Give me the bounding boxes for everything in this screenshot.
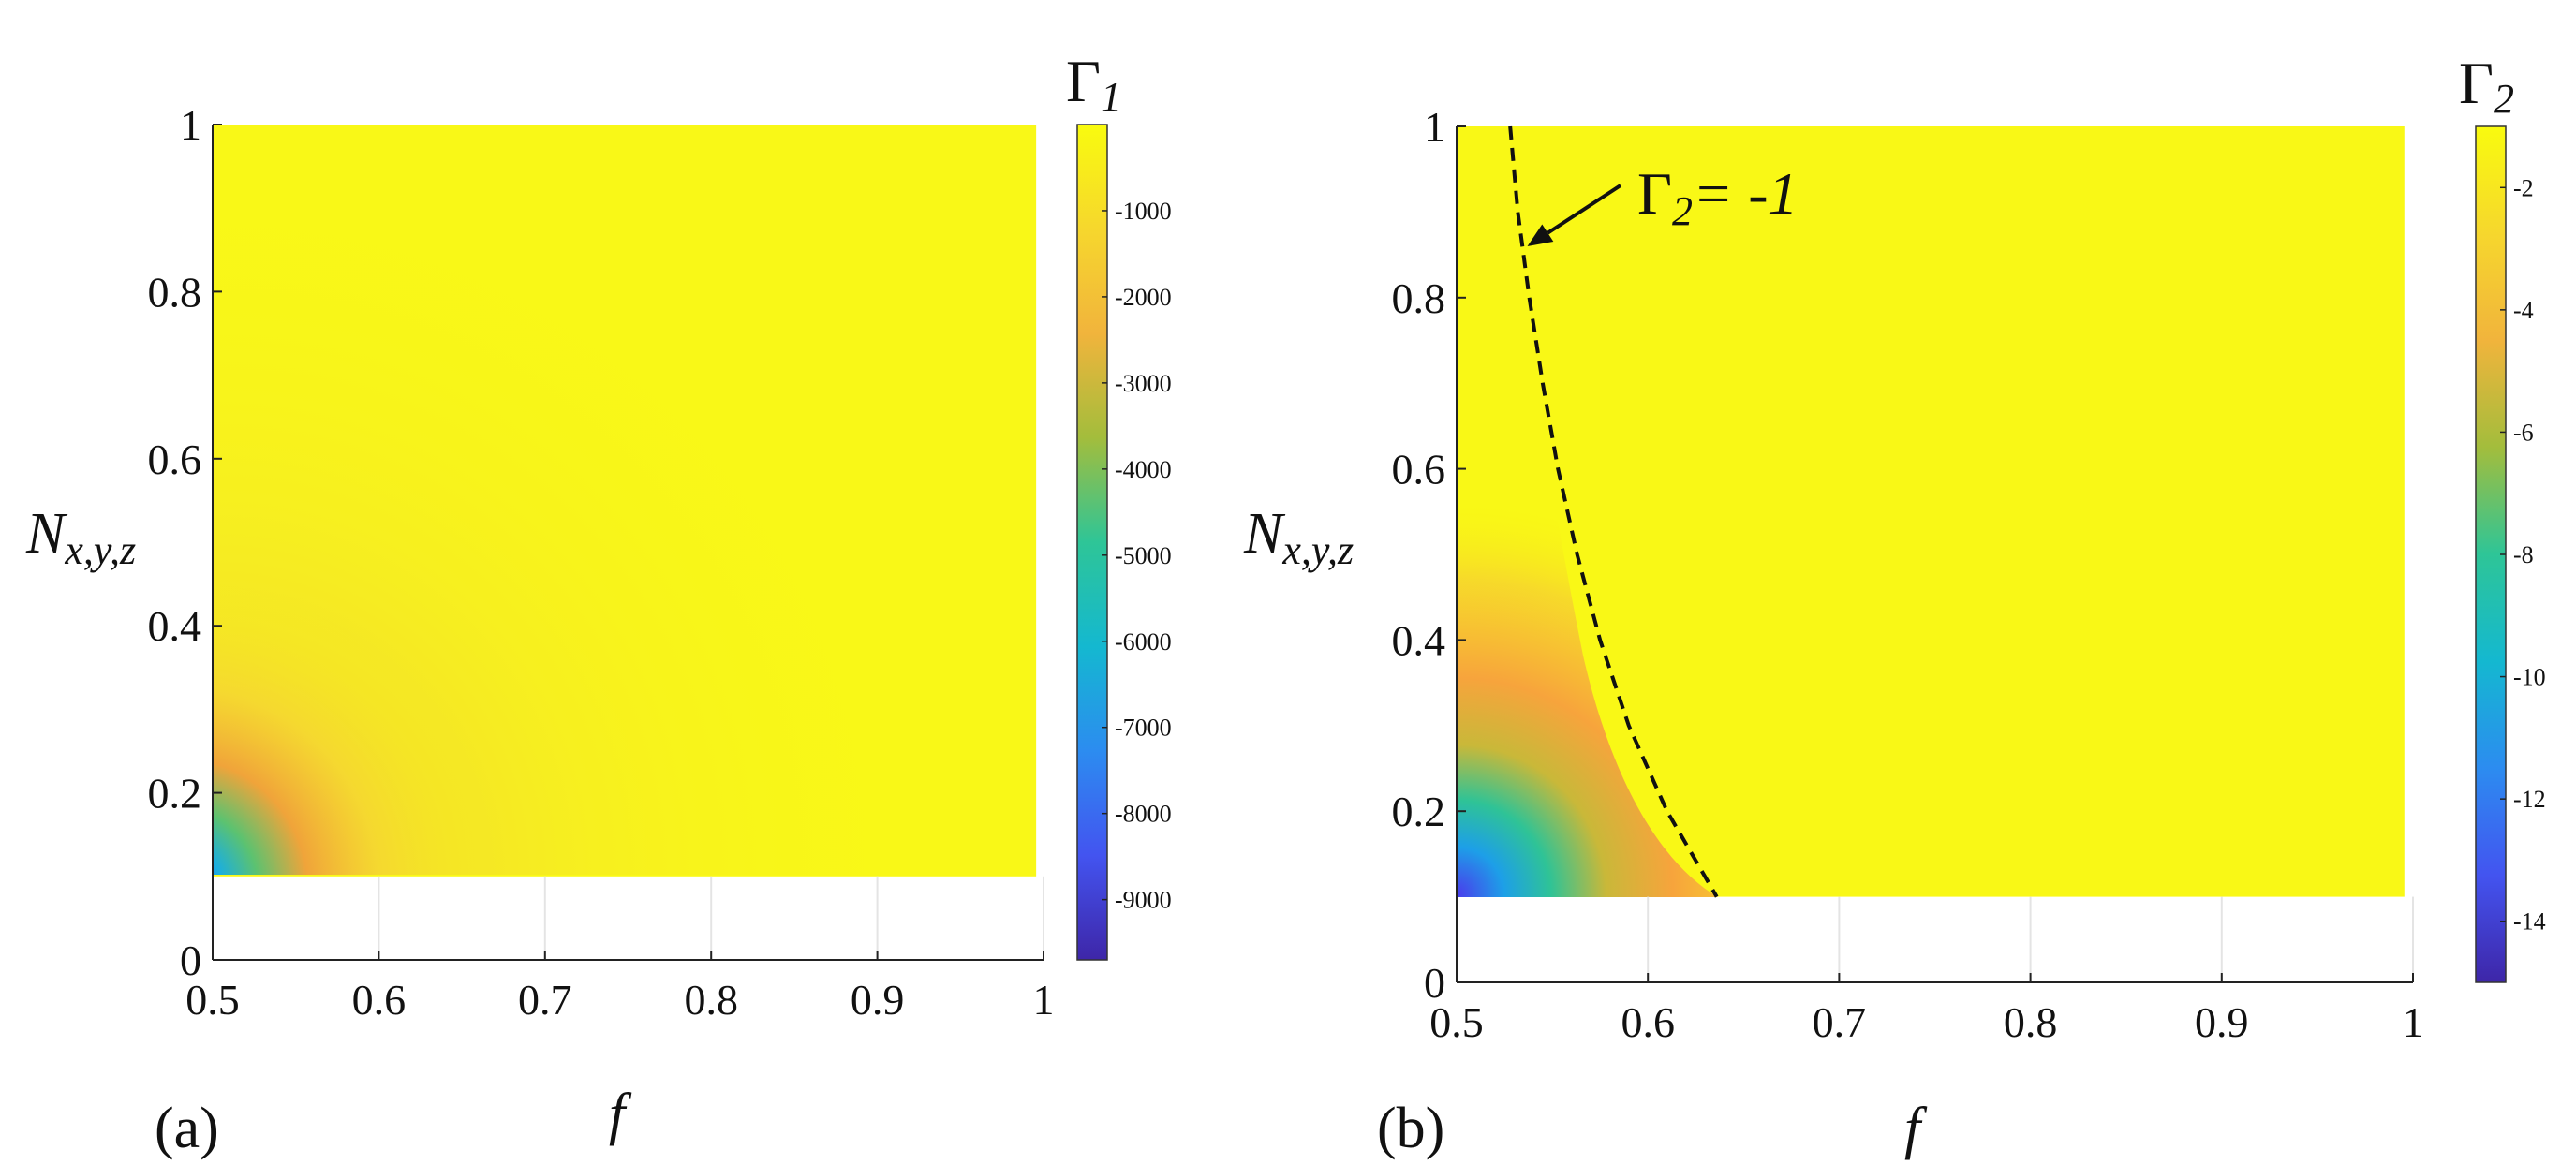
colorbar-tick-label: -14 xyxy=(2513,908,2546,936)
x-tick-label: 0.7 xyxy=(1813,998,1867,1046)
y-tick-label: 1 xyxy=(180,101,201,149)
x-tick-label: 0.9 xyxy=(2195,998,2249,1046)
y-tick-label: 1 xyxy=(1424,103,1445,151)
colorbar-tick-label: -8 xyxy=(2513,541,2534,568)
x-tick-label: 0.8 xyxy=(684,976,738,1024)
colorbar-tick-label: -5000 xyxy=(1115,542,1172,569)
contour-annotation: Γ2= -1 xyxy=(1527,160,1799,246)
colorbar-tick-label: -2000 xyxy=(1115,284,1172,311)
y-tick-label: 0.2 xyxy=(148,770,202,818)
heatmap-a xyxy=(214,125,1037,877)
panel-label-b: (b) xyxy=(1377,1097,1444,1160)
colorbar-tick-label: -1000 xyxy=(1115,198,1172,225)
colorbar-tick-label: -3000 xyxy=(1115,370,1172,397)
colorbar-tick-label: -8000 xyxy=(1115,801,1172,828)
x-tick-label: 0.7 xyxy=(518,976,572,1024)
y-tick-label: 0.4 xyxy=(148,602,202,650)
x-axis-label-a: f xyxy=(609,1083,632,1146)
x-tick-label: 0.9 xyxy=(851,976,905,1024)
y-tick-label: 0.4 xyxy=(1392,616,1446,664)
x-tick-label: 0.5 xyxy=(1429,998,1484,1046)
colorbar-tick-label: -2 xyxy=(2513,174,2534,201)
colorbar-a xyxy=(1077,125,1107,960)
colorbar-tick-label: -4 xyxy=(2513,297,2534,324)
y-tick-label: 0 xyxy=(180,936,201,984)
contour-line-gamma2-minus1 xyxy=(1508,125,1719,898)
heatmap-b xyxy=(1458,126,2405,897)
y-tick-label: 0.8 xyxy=(148,268,202,316)
x-tick-label: 0.8 xyxy=(2004,998,2058,1046)
x-axis-label-b: f xyxy=(1904,1097,1928,1160)
colorbar-tick-label: -6 xyxy=(2513,419,2534,446)
y-tick-label: 0.6 xyxy=(1392,446,1446,494)
colorbar-tick-label: -10 xyxy=(2513,664,2546,691)
axes-b xyxy=(1456,126,2413,983)
x-tick-label: 1 xyxy=(2403,998,2424,1046)
y-tick-label: 0.8 xyxy=(1392,274,1446,322)
axes-a xyxy=(212,125,1044,961)
x-tick-label: 0.6 xyxy=(352,976,407,1024)
y-tick-label: 0.2 xyxy=(1392,788,1446,835)
x-tick-label: 1 xyxy=(1033,976,1055,1024)
y-axis-label-a: Nx,y,z xyxy=(25,502,136,573)
x-tick-label: 0.5 xyxy=(185,976,240,1024)
colorbar-tick-label: -7000 xyxy=(1115,715,1172,742)
y-axis-label-b: Nx,y,z xyxy=(1243,502,1354,573)
panel-label-a: (a) xyxy=(155,1097,219,1160)
colorbar-tick-label: -4000 xyxy=(1115,456,1172,483)
colorbar-label-b: Γ2 xyxy=(2459,50,2514,122)
y-tick-label: 0.6 xyxy=(148,435,202,483)
colorbar-label-a: Γ1 xyxy=(1066,48,1121,120)
svg-text:Γ2= -1: Γ2= -1 xyxy=(1637,160,1799,234)
y-tick-label: 0 xyxy=(1424,959,1445,1007)
colorbar-tick-label: -6000 xyxy=(1115,628,1172,656)
colorbar-tick-label: -9000 xyxy=(1115,887,1172,914)
x-tick-label: 0.6 xyxy=(1621,998,1675,1046)
colorbar-tick-label: -12 xyxy=(2513,786,2546,813)
